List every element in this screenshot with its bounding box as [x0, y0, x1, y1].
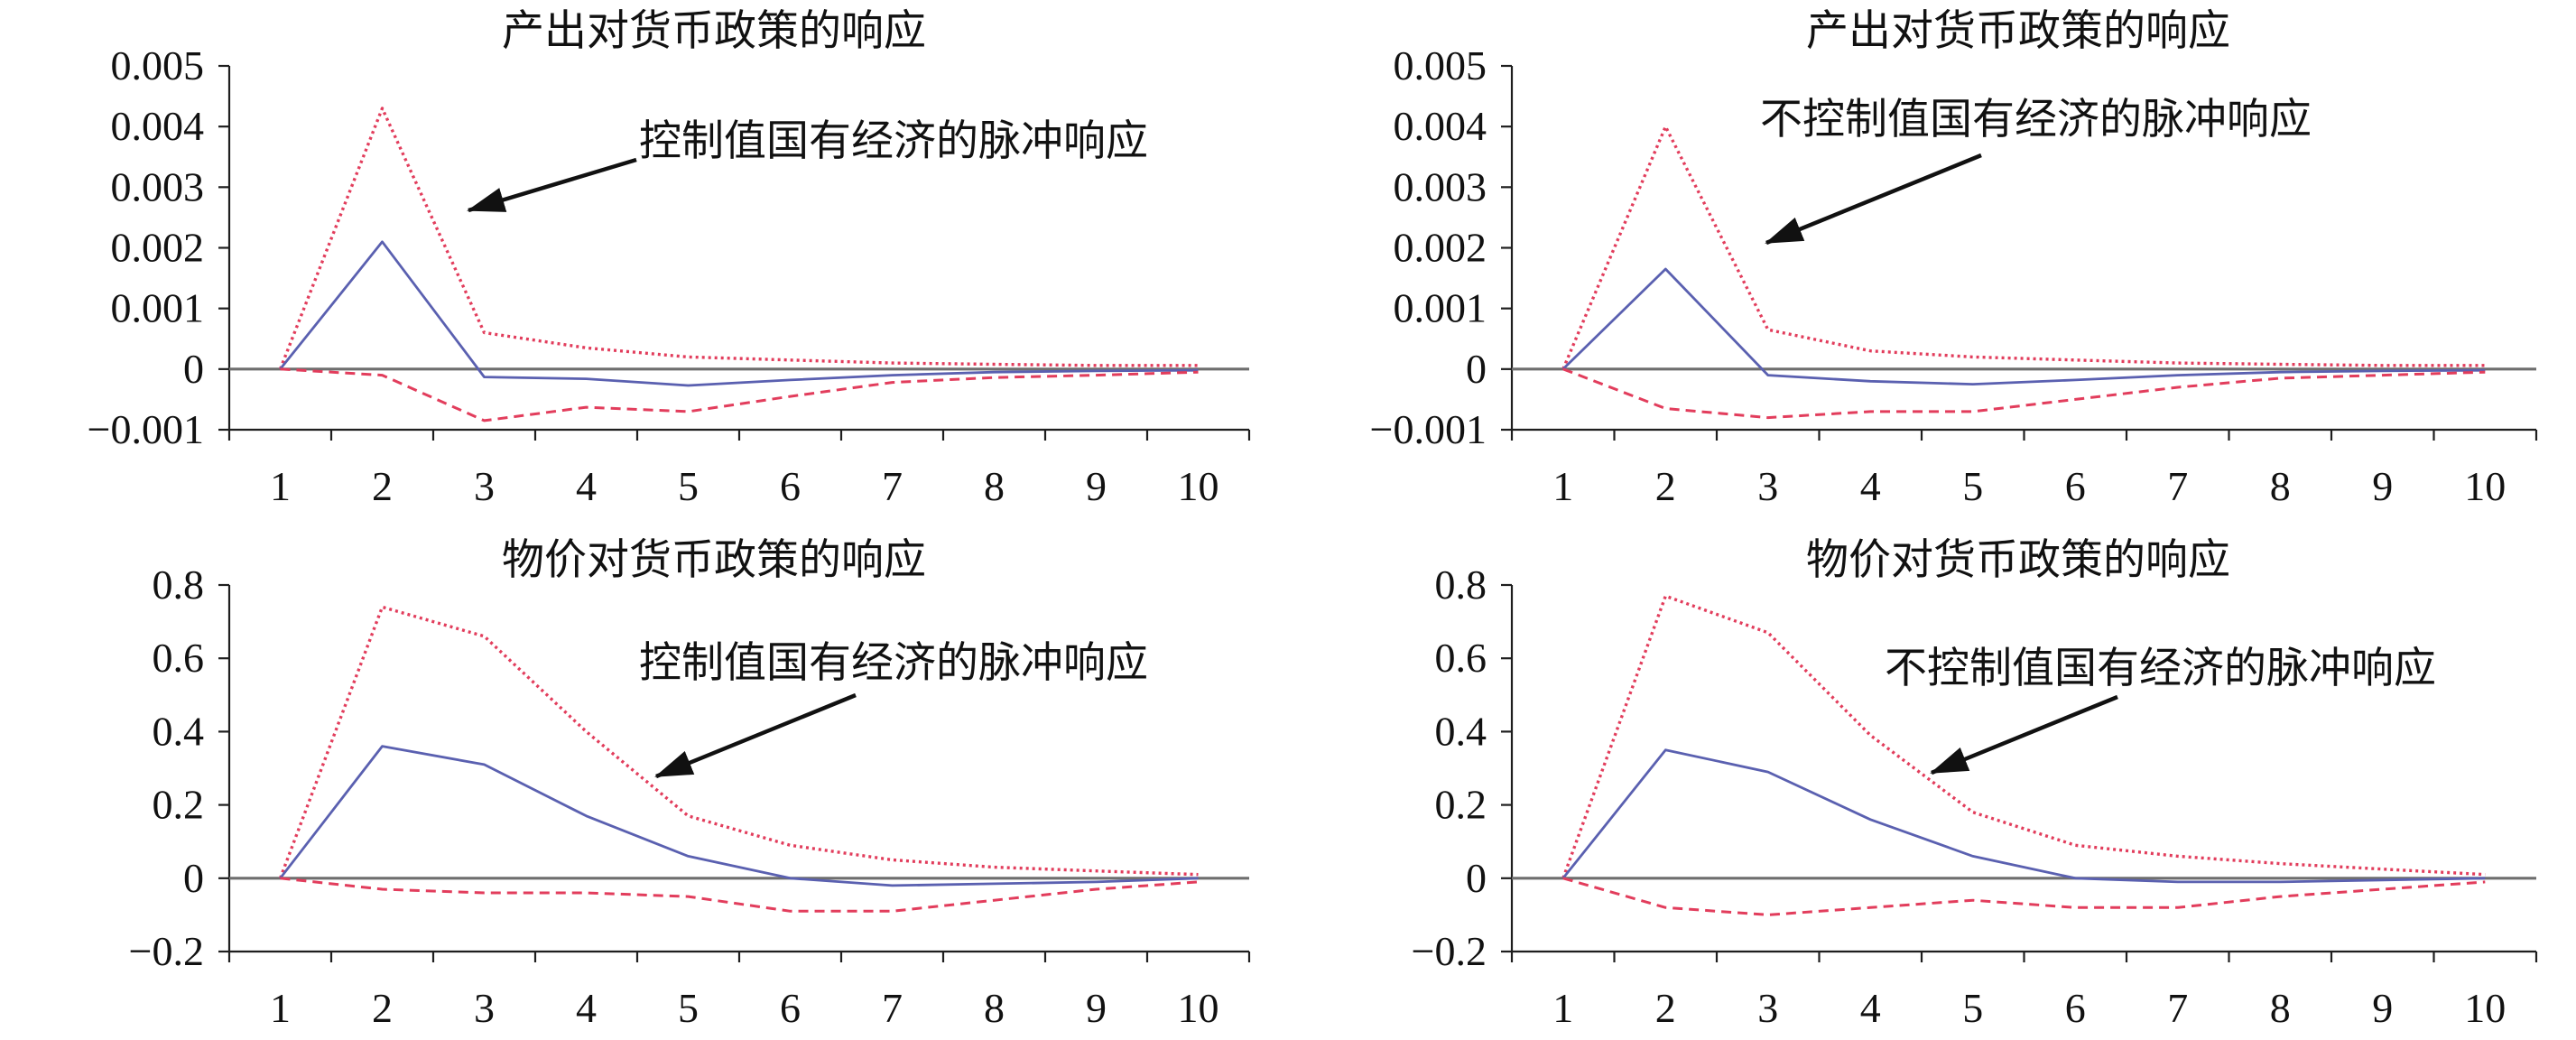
x-tick-label: 5 [678, 985, 699, 1031]
x-tick-label: 6 [2065, 463, 2086, 509]
y-tick-label: 0.6 [1435, 635, 1487, 681]
impulse-response-line [1561, 748, 2486, 884]
x-tick-label: 10 [2464, 985, 2506, 1031]
y-tick-label: 0.6 [153, 635, 205, 681]
x-tick-label: 6 [780, 985, 801, 1031]
y-tick-label: 0.003 [111, 163, 205, 209]
x-tick-label: 1 [1552, 463, 1573, 509]
y-tick-label: −0.2 [129, 928, 204, 974]
y-tick-label: 0.4 [1435, 708, 1487, 754]
y-tick-label: 0.2 [153, 782, 205, 828]
x-tick-label: 9 [1086, 985, 1107, 1031]
y-tick-label: 0.8 [1435, 562, 1487, 608]
chart-title: 物价对货币政策的响应 [1806, 535, 2230, 585]
y-tick-label: 0 [1466, 346, 1487, 392]
y-tick-label: 0.2 [1435, 782, 1487, 828]
annotation-arrow [654, 692, 857, 779]
x-tick-label: 4 [1860, 463, 1881, 509]
y-tick-label: 0.002 [111, 225, 205, 271]
x-tick-label: 7 [882, 985, 903, 1031]
x-tick-label: 4 [1860, 985, 1881, 1031]
lower-bound-line [280, 367, 1199, 422]
y-tick-label: 0.005 [1394, 42, 1487, 88]
x-tick-label: 1 [1552, 985, 1573, 1031]
lower-bound-line [1562, 367, 2486, 420]
y-tick-label: 0.003 [1394, 163, 1487, 209]
y-tick-label: 0.005 [111, 42, 205, 88]
x-tick-label: 10 [2464, 463, 2506, 509]
y-tick-label: −0.001 [88, 406, 204, 452]
upper-bound-line [278, 107, 1199, 370]
annotation-label: 控制值国有经济的脉冲响应 [639, 116, 1148, 166]
x-tick-label: 4 [576, 463, 597, 509]
y-tick-label: −0.2 [1412, 928, 1487, 974]
chart-title: 物价对货币政策的响应 [502, 535, 926, 585]
annotation-label: 控制值国有经济的脉冲响应 [639, 638, 1148, 688]
lower-bound-line [280, 877, 1199, 913]
chart-title: 产出对货币政策的响应 [1806, 6, 2230, 56]
annotation-label: 不控制值国有经济的脉冲响应 [1760, 95, 2312, 144]
impulse-response-line [279, 240, 1199, 387]
y-tick-label: −0.001 [1370, 406, 1487, 452]
x-tick-label: 4 [576, 985, 597, 1031]
y-tick-label: 0.001 [111, 285, 205, 331]
y-tick-label: 0.004 [111, 103, 205, 149]
x-tick-label: 7 [2167, 463, 2188, 509]
annotation-arrow [467, 157, 637, 213]
x-tick-label: 7 [882, 463, 903, 509]
x-tick-label: 2 [1655, 463, 1676, 509]
x-tick-label: 5 [678, 463, 699, 509]
annotation-label: 不控制值国有经济的脉冲响应 [1885, 644, 2436, 693]
x-tick-label: 2 [372, 463, 393, 509]
annotation-arrow [1930, 694, 2118, 775]
x-tick-label: 6 [780, 463, 801, 509]
x-tick-label: 5 [1962, 463, 1983, 509]
x-tick-label: 3 [1757, 463, 1778, 509]
x-tick-label: 9 [2372, 463, 2393, 509]
x-tick-label: 10 [1178, 985, 1219, 1031]
y-tick-label: 0 [183, 855, 204, 901]
y-tick-label: 0.004 [1394, 103, 1487, 149]
x-tick-label: 6 [2065, 985, 2086, 1031]
chart-output-uncontrolled: 产出对货币政策的响应 0.005 0.004 0.003 0.002 0.001 0 −0.0… [1370, 6, 2538, 509]
y-tick-label: 0 [183, 346, 204, 392]
x-tick-label: 2 [1655, 985, 1676, 1031]
x-tick-label: 8 [2270, 463, 2291, 509]
y-tick-label: 0.4 [153, 708, 205, 754]
annotation-arrow [1765, 153, 1982, 246]
upper-bound-line [1561, 594, 2486, 879]
x-tick-label: 1 [270, 985, 291, 1031]
x-tick-label: 8 [984, 985, 1005, 1031]
chart-price-uncontrolled: 物价对货币政策的响应 0.8 0.6 0.4 0.2 0 −0.2 1 2 3 4 5 6 7 8 9 10 不控… [1412, 535, 2538, 1031]
x-tick-label: 10 [1178, 463, 1219, 509]
impulse-response-line [279, 745, 1199, 887]
x-tick-label: 2 [372, 985, 393, 1031]
x-tick-label: 1 [270, 463, 291, 509]
y-tick-label: 0.8 [153, 562, 205, 608]
chart-title: 产出对货币政策的响应 [502, 6, 926, 56]
x-tick-label: 5 [1962, 985, 1983, 1031]
x-tick-label: 3 [1757, 985, 1778, 1031]
x-tick-label: 7 [2167, 985, 2188, 1031]
x-tick-label: 3 [474, 985, 495, 1031]
x-tick-label: 8 [984, 463, 1005, 509]
x-tick-label: 3 [474, 463, 495, 509]
y-tick-label: 0.001 [1394, 285, 1487, 331]
x-tick-label: 9 [2372, 985, 2393, 1031]
chart-output-controlled: 产出对货币政策的响应 0.005 0.004 0.003 0.002 0.001 0 −0.0… [88, 6, 1251, 509]
chart-price-controlled: 物价对货币政策的响应 0.8 0.6 0.4 0.2 0 −0.2 1 2 3 4 5 6 7 8 9 10 控制… [129, 535, 1251, 1031]
impulse-response-line [1561, 267, 2486, 386]
upper-bound-line [278, 605, 1199, 879]
x-tick-label: 8 [2270, 985, 2291, 1031]
upper-bound-line [1561, 125, 2486, 370]
y-tick-label: 0 [1466, 855, 1487, 901]
y-tick-label: 0.002 [1394, 225, 1487, 271]
x-tick-label: 9 [1086, 463, 1107, 509]
lower-bound-line [1562, 877, 2486, 916]
